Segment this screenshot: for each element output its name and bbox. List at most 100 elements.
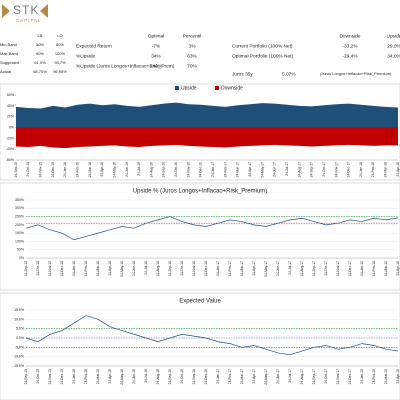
- x-tick-label: 24-Jul-16: [144, 261, 148, 275]
- cell: 34%: [151, 53, 161, 59]
- x-tick-label: 24-Feb-17: [223, 162, 227, 177]
- x-tick-label: 24-Oct-17: [322, 162, 326, 177]
- area: [16, 127, 398, 149]
- y-tick-label: -15,0%: [13, 364, 24, 368]
- x-tick-label: 24-Jul-16: [137, 162, 141, 176]
- y-tick-label: 40%: [7, 104, 14, 108]
- line: [25, 315, 399, 356]
- x-tick-label: 24-Jan-17: [216, 261, 220, 276]
- x-tick-label: 24-Jan-17: [216, 369, 220, 384]
- x-tick-label: 24-Mar-17: [240, 261, 244, 276]
- cell: 61,0%: [34, 60, 46, 65]
- x-tick-label: 24-Jun-16: [125, 162, 129, 177]
- cell: 100%: [55, 51, 66, 56]
- x-tick-label: 24-Oct-15: [36, 261, 40, 276]
- y-tick-label: 100%: [15, 239, 24, 243]
- legend-label: Upside: [181, 86, 197, 92]
- x-tick-label: 24-Aug-16: [149, 162, 153, 178]
- x-tick-label: 24-Nov-17: [336, 261, 340, 277]
- x-tick-label: 24-Jul-17: [285, 162, 289, 176]
- legend-label: Downside: [221, 86, 243, 92]
- x-tick-label: 24-Dec-17: [348, 369, 352, 385]
- y-tick-label: 15,0%: [14, 308, 24, 312]
- cell: 70%: [187, 63, 197, 69]
- row-label: Max Band: [0, 51, 18, 56]
- x-tick-label: 24-Aug-16: [156, 369, 160, 385]
- y-tick-label: 20%: [7, 115, 14, 119]
- chart-title: Expected Value: [179, 299, 221, 305]
- y-tick-label: 60%: [7, 93, 14, 97]
- column-header: Upside: [387, 33, 400, 39]
- x-tick-label: 24-Dec-17: [347, 162, 351, 178]
- x-tick-label: 24-Jan-16: [72, 261, 76, 276]
- x-tick-label: 24-Apr-16: [108, 369, 112, 384]
- y-tick-label: 350%: [15, 198, 24, 202]
- row-label: Min Band: [0, 42, 17, 47]
- row-label: Actual: [0, 69, 11, 74]
- x-tick-label: 24-Mar-17: [236, 162, 240, 177]
- x-tick-label: 24-Nov-16: [186, 162, 190, 178]
- x-tick-label: 24-Sep-17: [312, 261, 316, 277]
- logo-mark: [40, 4, 48, 18]
- x-tick-label: 24-Apr-17: [252, 369, 256, 384]
- column-header: LO: [57, 33, 62, 38]
- x-tick-label: 24-Aug-16: [156, 261, 160, 277]
- x-tick-label: 24-Feb-16: [84, 369, 88, 384]
- y-tick-label: 0,0%: [16, 336, 24, 340]
- x-tick-label: 24-Nov-15: [48, 369, 52, 385]
- x-tick-label: 24-Feb-17: [228, 261, 232, 276]
- x-tick-label: 24-Aug-17: [300, 261, 304, 277]
- row-label: Current Portfolio (100% Net): [232, 43, 293, 49]
- x-tick-label: 24-Mar-16: [96, 369, 100, 384]
- x-tick-label: 24-Jan-16: [72, 369, 76, 384]
- panel: [0, 83, 400, 181]
- x-tick-label: 24-Jan-16: [63, 162, 67, 177]
- x-tick-label: 24-Jun-16: [132, 369, 136, 384]
- x-tick-label: 24-Apr-18: [396, 261, 400, 276]
- x-tick-label: 24-Sep-17: [310, 162, 314, 178]
- y-tick-label: 10,0%: [14, 317, 24, 321]
- juros-note: (Juros Longos+Inflacao+Risk_Premium): [320, 71, 392, 76]
- y-tick-label: -20%: [6, 136, 14, 140]
- x-tick-label: 24-Mar-16: [88, 162, 92, 177]
- juros-label: Juros 35y: [232, 71, 253, 77]
- x-tick-label: 24-Dec-16: [204, 369, 208, 385]
- x-tick-label: 24-Oct-16: [174, 162, 178, 177]
- x-tick-label: 24-Sep-15: [24, 369, 28, 385]
- cell: 242%: [150, 63, 163, 69]
- x-tick-label: 24-Feb-18: [372, 261, 376, 276]
- y-tick-label: 0%: [19, 256, 24, 260]
- x-tick-label: 24-Sep-16: [168, 261, 172, 277]
- x-tick-label: 24-Mar-18: [384, 261, 388, 276]
- logo: STK: [13, 3, 39, 17]
- y-tick-label: 250%: [15, 214, 24, 218]
- x-tick-label: 24-Jan-18: [360, 261, 364, 276]
- panel: [0, 292, 400, 400]
- x-tick-label: 24-Sep-15: [14, 162, 18, 178]
- x-tick-label: 24-Sep-15: [24, 261, 28, 277]
- row-label: %Upside (Juros Longos+Inflacao+Risk_Prem…: [76, 63, 175, 69]
- x-tick-label: 24-Mar-16: [96, 261, 100, 276]
- x-tick-label: 24-Feb-17: [228, 369, 232, 384]
- row-label: %Upside: [76, 53, 96, 59]
- x-tick-label: 24-May-17: [264, 369, 268, 385]
- x-tick-label: 24-Jun-17: [273, 162, 277, 177]
- y-tick-label: -40%: [6, 147, 14, 151]
- column-header: LB: [38, 33, 43, 38]
- x-tick-label: 24-Jan-18: [360, 369, 364, 384]
- x-tick-label: 24-Oct-16: [180, 369, 184, 384]
- cell: 3%: [189, 43, 197, 49]
- y-tick-label: 0%: [9, 125, 14, 129]
- x-tick-label: 24-Apr-18: [396, 162, 400, 177]
- logo-mark: [2, 4, 10, 18]
- x-tick-label: 24-Jun-16: [132, 261, 136, 276]
- x-tick-label: 24-Jul-17: [288, 261, 292, 275]
- row-label: Suggested: [0, 60, 19, 65]
- x-tick-label: 24-Oct-17: [324, 369, 328, 384]
- x-tick-label: 24-Apr-16: [108, 261, 112, 276]
- column-header: Downside: [339, 33, 360, 39]
- legend-swatch: [215, 86, 219, 90]
- y-tick-label: -60%: [6, 158, 14, 162]
- x-tick-label: 24-May-17: [264, 261, 268, 277]
- cell: 29,0%: [387, 43, 400, 49]
